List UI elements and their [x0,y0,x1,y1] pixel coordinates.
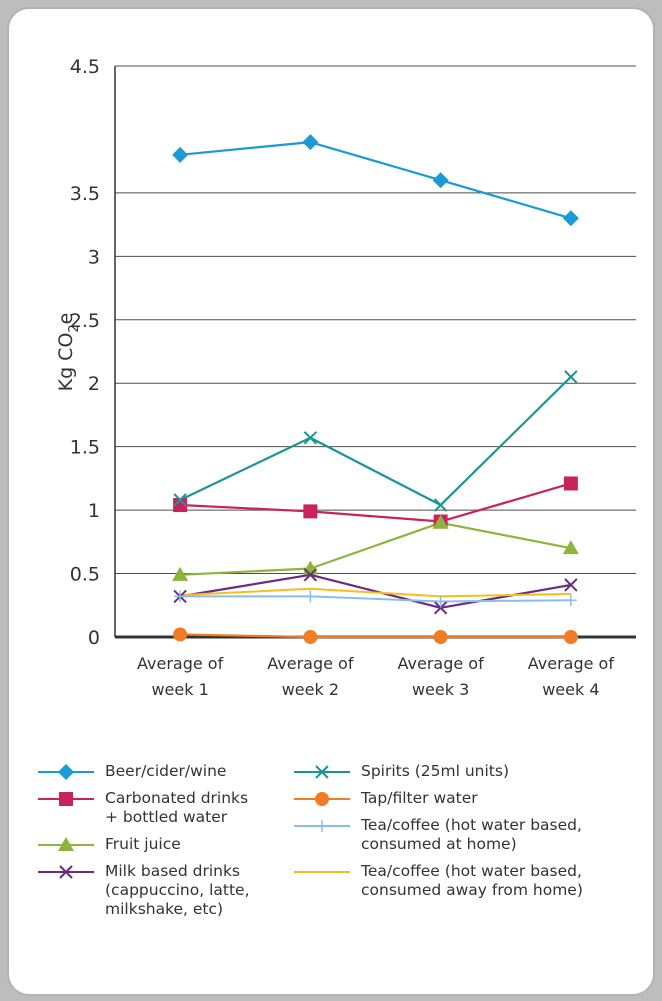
x-marker [564,370,578,384]
legend-column-left: Beer/cider/wine Carbonated drinks + bottl… [36,762,326,927]
legend-swatch [294,871,350,873]
diamond-marker [58,764,74,780]
triangle-marker [172,566,189,581]
legend-column-right: Spirits (25ml units) Tap/filter water Tea/… [292,762,583,908]
triangle-marker [562,540,579,555]
legend-swatch [294,792,350,806]
series-line-2 [180,521,572,576]
legend-swatch [38,764,94,780]
legend-label: Tea/coffee (hot water based, consumed aw… [361,862,583,899]
y-tick-label: 0.5 [70,564,100,586]
series-line-0 [180,141,572,220]
x-tick-label: Average of week 1 [137,654,224,699]
diamond-marker [172,146,189,163]
legend-swatch [294,820,350,832]
circle-marker [303,630,318,644]
legend-item: Fruit juice [36,835,326,862]
legend-label: Fruit juice [105,835,181,853]
y-tick-label: 4.5 [70,56,100,78]
x-marker [173,493,187,507]
legend-item: Milk based drinks (cappuccino, latte, mi… [36,862,326,927]
triangle-marker [432,514,449,529]
legend-label: Spirits (25ml units) [361,762,509,780]
x-marker [315,765,329,779]
series-line-7 [180,587,571,598]
legend: Beer/cider/wine Carbonated drinks + bottl… [36,762,636,992]
legend-item: Tea/coffee (hot water based, consumed at… [292,816,582,862]
x-marker [59,865,73,879]
x-tick-label: Average of week 4 [528,654,615,699]
series-line-1 [180,482,572,523]
series-markers [172,134,579,644]
legend-label: Tea/coffee (hot water based, consumed at… [361,816,582,853]
line-chart: 0 0.5 1 1.5 2 2.5 3 3.5 4.5 Average of week 1 Avera… [55,56,636,699]
circle-marker [433,630,448,644]
legend-item: Spirits (25ml units) [292,762,582,789]
y-tick-label: 2.5 [70,310,100,332]
triangle-marker [58,837,74,851]
x-marker [433,601,448,615]
plus-marker [564,594,577,607]
legend-item: Beer/cider/wine [36,762,326,789]
square-marker [303,504,318,519]
legend-label: Tap/filter water [361,789,478,807]
legend-label: Carbonated drinks + bottled water [105,789,249,826]
y-tick-label: 3.5 [70,183,100,205]
legend-label: Beer/cider/wine [105,762,227,780]
series-line-6 [180,595,571,603]
y-tick-label: 1 [88,500,100,522]
circle-marker [315,792,329,806]
circle-marker [563,630,578,644]
x-marker [564,578,578,592]
x-marker [303,568,318,582]
diamond-marker [302,134,319,151]
diamond-marker [562,210,579,227]
plus-marker [174,590,187,603]
legend-item: Carbonated drinks + bottled water [36,789,326,835]
plus-marker [434,595,447,608]
legend-item: Tap/filter water [292,789,582,816]
series-lines [179,141,572,639]
y-axis-label: Kg CO2e [55,313,82,392]
x-marker [433,498,448,512]
plus-marker [316,820,328,832]
series-line-4 [179,376,572,507]
series-line-5 [180,633,571,639]
square-marker [59,792,73,806]
square-marker [173,498,188,513]
gridlines [115,65,636,575]
y-tick-label: 1.5 [70,437,100,459]
legend-swatch [38,837,94,851]
legend-label: Milk based drinks (cappuccino, latte, mi… [105,862,250,918]
legend-swatch [294,765,350,779]
x-tick-label: Average of week 2 [267,654,354,699]
square-marker [563,476,578,491]
y-tick-label: 3 [88,246,100,268]
x-marker [303,431,318,445]
circle-marker [173,627,188,642]
plus-marker [304,590,317,603]
diamond-marker [432,172,449,189]
legend-swatch [38,792,94,806]
y-tick-label: 0 [88,627,100,649]
axes: 0 0.5 1 1.5 2 2.5 3 3.5 4.5 Average of week 1 Avera… [70,56,636,699]
legend-swatch [38,865,94,879]
legend-item: Tea/coffee (hot water based, consumed aw… [292,862,583,908]
x-tick-label: Average of week 3 [398,654,485,699]
y-tick-label: 2 [88,373,100,395]
series-line-3 [179,573,572,609]
